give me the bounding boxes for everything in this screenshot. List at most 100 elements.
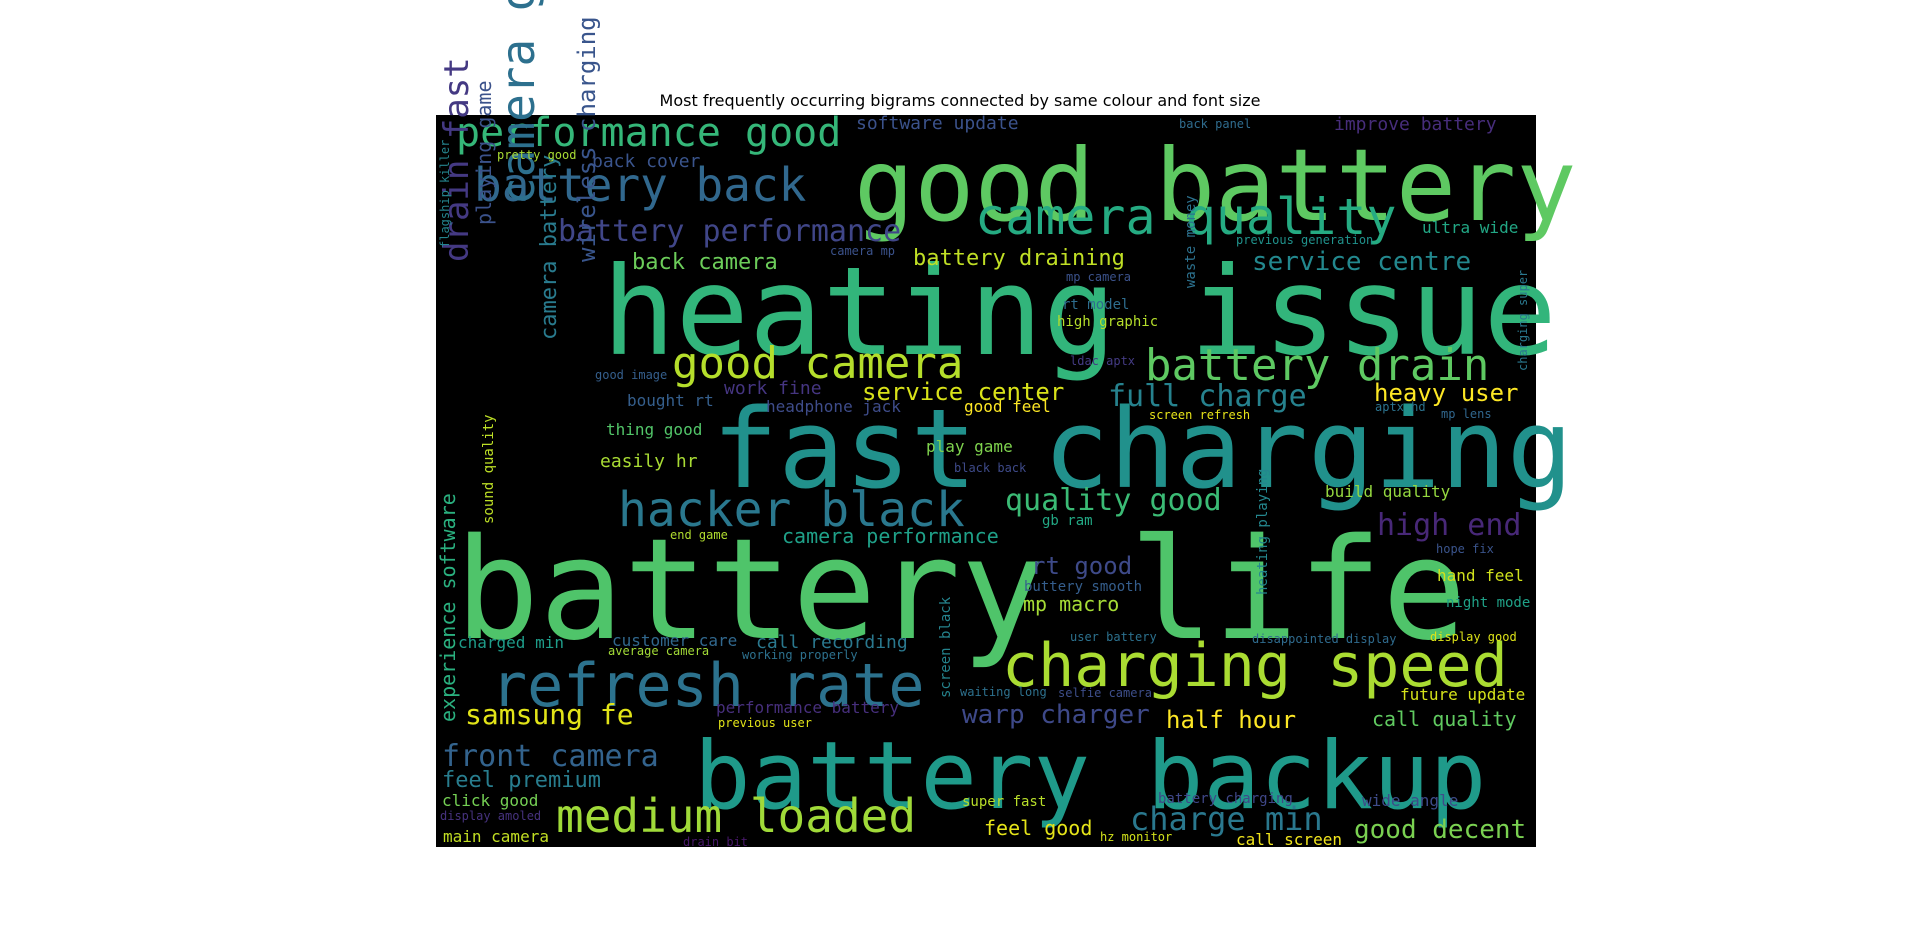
- word-charge-min: charge min: [1130, 800, 1323, 838]
- word-battery-drain: battery drain: [1145, 340, 1489, 391]
- word-back-cover: back cover: [592, 151, 701, 172]
- word-mp-camera: mp camera: [1066, 270, 1131, 284]
- word-average-camera: average camera: [608, 644, 709, 658]
- word-super-fast: super fast: [962, 794, 1046, 810]
- word-screen-black: screen black: [938, 596, 954, 698]
- word-call-screen: call screen: [1236, 830, 1342, 849]
- word-ultra-wide: ultra wide: [1422, 218, 1518, 237]
- word-sound-quality: sound quality: [481, 414, 497, 524]
- word-waste-money: waste money: [1183, 195, 1199, 288]
- word-call-quality: call quality: [1372, 707, 1517, 731]
- word-flagship-killer: flagship killer: [438, 140, 452, 248]
- word-customer-care: customer care: [612, 631, 737, 650]
- word-work-fine: work fine: [724, 378, 822, 399]
- word-display-good: display good: [1430, 630, 1517, 644]
- word-charged-min: charged min: [458, 633, 564, 652]
- word-thing-good: thing good: [606, 420, 702, 439]
- word-charging-super: charging super: [1516, 270, 1530, 371]
- word-rt-model: rt model: [1062, 297, 1129, 313]
- word-bought-rt: bought rt: [627, 391, 714, 410]
- word-play-game: play game: [926, 437, 1013, 456]
- word-buttery-smooth: buttery smooth: [1024, 579, 1142, 595]
- word-camera-quality: camera quality: [975, 188, 1396, 246]
- word-rt-good: rt good: [1031, 552, 1132, 580]
- word-call-recording: call recording: [756, 632, 908, 653]
- word-good-image: good image: [595, 368, 667, 382]
- word-pretty-good: pretty good: [497, 148, 576, 162]
- word-main-camera: main camera: [443, 827, 549, 846]
- word-camera-battery: camera battery: [537, 155, 562, 340]
- word-charging-speed: charging speed: [1002, 631, 1508, 701]
- word-software-update: software update: [856, 113, 1019, 134]
- word-performance-battery: performance battery: [716, 698, 899, 717]
- word-front-camera: front camera: [442, 739, 659, 774]
- word-heating-issue: heating issue: [602, 241, 1557, 383]
- word-half-hour: half hour: [1166, 706, 1296, 734]
- word-wireless-charging: wireless charging: [573, 16, 601, 262]
- word-hope-fix: hope fix: [1436, 542, 1494, 556]
- word-waiting-long: waiting long: [960, 685, 1047, 699]
- word-full-charge: full charge: [1108, 379, 1307, 414]
- word-high-end: high end: [1377, 508, 1522, 543]
- cloud-background: [436, 115, 1536, 847]
- word-click-good: click good: [442, 791, 538, 810]
- word-high-graphic: high graphic: [1057, 314, 1158, 330]
- word-refresh-rate: refresh rate: [491, 651, 924, 721]
- word-good-decent: good decent: [1354, 815, 1526, 845]
- word-improve-battery: improve battery: [1334, 114, 1497, 135]
- word-gb-ram: gb ram: [1042, 513, 1093, 529]
- word-battery-draining: battery draining: [913, 246, 1125, 271]
- word-battery-back: battery back: [474, 158, 806, 212]
- word-warp-charger: warp charger: [962, 700, 1150, 730]
- word-samsung-fe: samsung fe: [465, 698, 634, 731]
- word-camera-mp: camera mp: [830, 244, 895, 258]
- word-back-camera: back camera: [632, 250, 778, 275]
- word-camera-performance: camera performance: [782, 524, 999, 548]
- word-black-back: black back: [954, 461, 1027, 475]
- word-screen-refresh: screen refresh: [1149, 408, 1250, 422]
- word-battery-backup: battery backup: [694, 722, 1486, 831]
- word-performance-good: performance good: [456, 110, 841, 156]
- word-previous-generation: previous generation: [1236, 233, 1373, 247]
- word-drain-bit: drain bit: [683, 835, 748, 849]
- word-drain-fast: drain fast: [437, 57, 477, 262]
- word-headphone-jack: headphone jack: [766, 397, 901, 416]
- word-aptx-hd: aptx hd: [1375, 400, 1426, 414]
- word-feel-premium: feel premium: [442, 768, 601, 793]
- word-good-battery: good battery: [854, 127, 1576, 244]
- word-disappointed-display: disappointed display: [1252, 632, 1397, 646]
- word-build-quality: build quality: [1325, 482, 1451, 501]
- word-user-battery: user battery: [1070, 630, 1157, 644]
- word-heavy-user: heavy user: [1374, 379, 1519, 407]
- word-fast-charging: fast charging: [712, 385, 1573, 513]
- word-quality-good: quality good: [1005, 483, 1222, 518]
- chart-title: Most frequently occurring bigrams connec…: [659, 91, 1261, 110]
- word-hz-monitor: hz monitor: [1100, 830, 1172, 844]
- word-good-camera: good camera: [672, 338, 963, 389]
- word-hand-feel: hand feel: [1437, 566, 1524, 585]
- word-feel-good: feel good: [984, 816, 1092, 840]
- word-previous-user: previous user: [718, 716, 812, 730]
- word-wide-angle: wide angle: [1362, 791, 1458, 810]
- word-camera-good: camera good: [491, 0, 545, 205]
- word-back-panel: back panel: [1179, 117, 1251, 131]
- word-service-center: service center: [862, 378, 1064, 406]
- word-good-feel: good feel: [964, 397, 1051, 416]
- word-working-properly: working properly: [742, 648, 858, 662]
- word-future-update: future update: [1400, 685, 1525, 704]
- word-easily-hr: easily hr: [600, 451, 698, 472]
- word-medium-loaded: medium loaded: [556, 789, 916, 843]
- word-service-centre: service centre: [1252, 247, 1471, 277]
- word-mp-macro: mp macro: [1023, 592, 1119, 616]
- word-playing-game: playing game: [472, 81, 496, 226]
- word-heating-playing: heating playing: [1255, 469, 1271, 595]
- word-ldac-aptx: ldac aptx: [1070, 354, 1135, 368]
- word-experience-software: experience software: [436, 493, 460, 722]
- word-selfie-camera: selfie camera: [1058, 686, 1152, 700]
- word-battery-charging: battery charging: [1158, 791, 1293, 807]
- word-hacker-black: hacker black: [618, 482, 965, 538]
- word-battery-life: battery life: [455, 509, 1466, 672]
- word-battery-performance: battery performance: [558, 214, 901, 249]
- word-display-amoled: display amoled: [440, 809, 541, 823]
